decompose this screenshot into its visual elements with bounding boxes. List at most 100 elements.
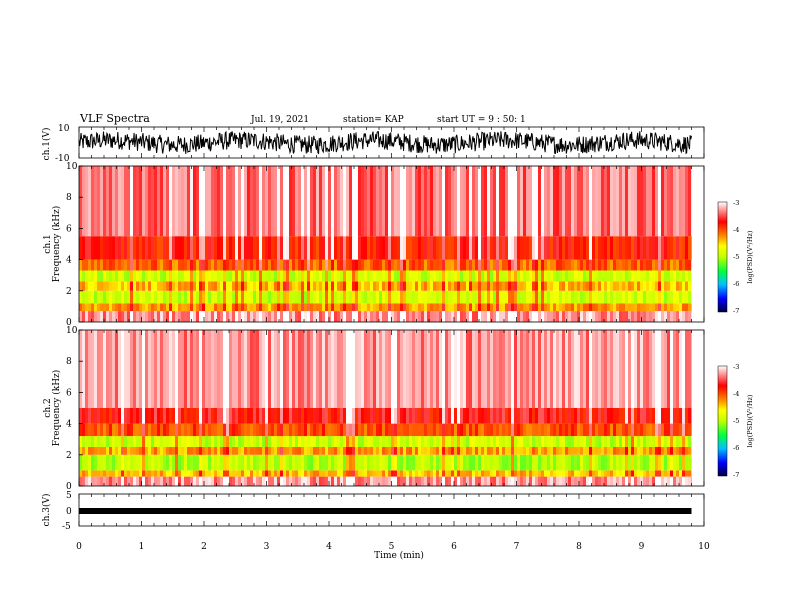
- ch2-spectrogram-cell: [496, 330, 500, 408]
- ch1-spectrogram-cell: [655, 236, 659, 260]
- ch1-spectrogram-cell: [493, 259, 497, 271]
- ch2-spectrogram-cell: [394, 454, 398, 471]
- ch2-spectrogram-cell: [250, 330, 254, 408]
- ch2-spectrogram-cell: [79, 436, 83, 447]
- ch1-spectrogram-cell: [538, 281, 542, 291]
- ch1-spectrogram-cell: [97, 290, 101, 304]
- ch1-spectrogram-cell: [460, 236, 464, 260]
- ch2-spectrogram-cell: [562, 436, 566, 447]
- ch1-spectrogram-cell: [565, 281, 569, 291]
- ch1-spectrogram-cell: [334, 303, 338, 312]
- ch2-spectrogram-cell: [445, 447, 449, 455]
- ch2-spectrogram-cell: [319, 423, 323, 437]
- ch2-spectrogram-cell: [574, 476, 578, 486]
- ch2-spectrogram-cell: [238, 454, 242, 471]
- ch2-spectrogram-cell: [289, 447, 293, 455]
- ch2-spectrogram-cell: [313, 476, 317, 486]
- ch2-spectrogram-cell: [454, 408, 458, 424]
- ch1-spectrogram-cell: [97, 259, 101, 271]
- ch2-spectrogram-cell: [439, 423, 443, 437]
- ch2-spectrogram-ylabel-channel: ch.2: [43, 398, 53, 417]
- ch1-spectrogram-cell: [529, 290, 533, 304]
- ch2-spectrogram-cell: [124, 423, 128, 437]
- ch2-spectrogram-cell: [586, 470, 590, 477]
- ch2-spectrogram-cell: [355, 408, 359, 424]
- ch2-spectrogram-cell: [256, 476, 260, 486]
- ch1-spectrogram-cell: [280, 311, 284, 322]
- ch2-spectrogram-cell: [400, 408, 404, 424]
- ch1-spectrogram-cell: [286, 303, 290, 312]
- ch1-spectrogram-cell: [289, 290, 293, 304]
- ch1-spectrogram-cell: [679, 290, 683, 304]
- ch2-spectrogram-cell: [571, 423, 575, 437]
- ch1-spectrogram-cell: [445, 281, 449, 291]
- ch1-spectrogram-cell: [394, 290, 398, 304]
- ch1-spectrogram-cell: [196, 281, 200, 291]
- ch2-spectrogram-cell: [484, 476, 488, 486]
- ch2-spectrogram-cell: [628, 454, 632, 471]
- ch2-spectrogram-cell: [316, 330, 320, 408]
- ch2-spectrogram-cell: [199, 447, 203, 455]
- ch1-spectrogram-cell: [253, 166, 257, 237]
- ch2-spectrogram-cell: [367, 330, 371, 408]
- ch1-spectrogram-cell: [139, 270, 143, 282]
- ch1-spectrogram-cell: [190, 270, 194, 282]
- ch1-spectrogram-cell: [655, 311, 659, 322]
- ch2-spectrogram-cell: [355, 447, 359, 455]
- ch2-spectrogram-cell: [304, 476, 308, 486]
- ch1-spectrogram-cell: [304, 236, 308, 260]
- ch2-spectrogram-cell: [112, 436, 116, 447]
- ch2-spectrogram-cell: [361, 423, 365, 437]
- ch1-spectrogram-cell: [625, 270, 629, 282]
- ch2-spectrogram-cell: [211, 436, 215, 447]
- ch2-spectrogram-cell: [469, 454, 473, 471]
- ch2-spectrogram-cell: [502, 436, 506, 447]
- ch1-spectrogram-cell: [469, 303, 473, 312]
- ch1-spectrogram-cell: [520, 166, 524, 237]
- ch2-spectrogram-cell: [436, 447, 440, 455]
- ch2-spectrogram-cell: [139, 476, 143, 486]
- ch2-spectrogram-cell: [136, 454, 140, 471]
- ch2-spectrogram-cell: [118, 454, 122, 471]
- ch1-spectrogram-cell: [565, 311, 569, 322]
- ch1-spectrogram-cell: [112, 303, 116, 312]
- ch2-spectrogram-cell: [559, 423, 563, 437]
- ch2-spectrogram-cell: [517, 423, 521, 437]
- ch2-spectrogram-cell: [481, 447, 485, 455]
- ch2-spectrogram-cell: [622, 330, 626, 408]
- ch2-spectrogram-cell: [235, 408, 239, 424]
- ch1-cb-tick-2: -5: [733, 253, 739, 261]
- ch1-spectrogram-cell: [424, 281, 428, 291]
- ch2-spectrogram-cell: [547, 447, 551, 455]
- ch1-spectrogram-cell: [199, 236, 203, 260]
- ch2-spectrogram-cell: [97, 423, 101, 437]
- ch2-spectrogram-cell: [145, 408, 149, 424]
- ch1-spectrogram-cell: [319, 259, 323, 271]
- ch1-spectrogram-cell: [418, 290, 422, 304]
- ch2-spectrogram-cell: [109, 447, 113, 455]
- ch1-spectrogram-cell: [517, 311, 521, 322]
- ch1-spectrogram-cell: [205, 303, 209, 312]
- ch2-spectrogram-cell: [511, 447, 515, 455]
- ch1-spectrogram-cell: [220, 166, 224, 237]
- ch1-spectrogram-cell: [430, 281, 434, 291]
- ch1-spectrogram-cell: [283, 281, 287, 291]
- ch2-spectrogram-cell: [631, 408, 635, 424]
- ch1-spectrogram-cell: [415, 166, 419, 237]
- ch2-spectrogram-cell: [547, 454, 551, 471]
- ch1-spectrogram-cell: [487, 290, 491, 304]
- ch1-spectrogram-cell: [571, 311, 575, 322]
- ch1-spectrogram-cell: [559, 311, 563, 322]
- ch1-spectrogram-cell: [472, 290, 476, 304]
- ch2-spectrogram-cell: [622, 470, 626, 477]
- ch1-spectrogram-cell: [388, 290, 392, 304]
- ch1-spectrogram-cell: [301, 281, 305, 291]
- ch1-spectrogram-cell: [685, 281, 689, 291]
- ch1-spectrogram-cell: [175, 270, 179, 282]
- ch2-spectrogram-cell: [415, 447, 419, 455]
- ch2-spectrogram-cell: [163, 447, 167, 455]
- ch2-spectrogram-cell: [205, 423, 209, 437]
- ch1-spectrogram-cell: [346, 303, 350, 312]
- ch1-spectrogram-cell: [352, 270, 356, 282]
- ch2-spectrogram-cell: [184, 330, 188, 408]
